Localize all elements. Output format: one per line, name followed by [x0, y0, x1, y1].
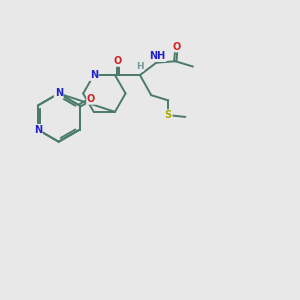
Text: N: N: [34, 125, 42, 135]
Text: O: O: [87, 94, 95, 104]
Text: NH: NH: [149, 51, 166, 61]
Text: H: H: [136, 62, 143, 71]
Text: N: N: [90, 70, 98, 80]
Text: O: O: [114, 56, 122, 66]
Text: S: S: [165, 110, 172, 120]
Text: N: N: [55, 88, 63, 98]
Text: O: O: [172, 41, 181, 52]
